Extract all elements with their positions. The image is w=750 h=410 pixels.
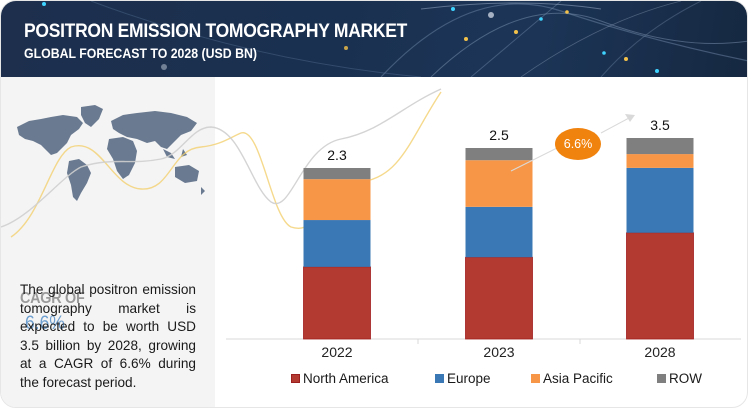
bar-segment-north-america-2022 xyxy=(303,266,371,340)
legend-label: Asia Pacific xyxy=(543,371,613,386)
cagr-arrow-tail xyxy=(510,147,558,172)
legend-swatch-row xyxy=(657,374,666,383)
bar-segment-asia-pacific-2023 xyxy=(465,160,533,207)
legend-label: Europe xyxy=(447,371,491,386)
market-description: The global positron emission tomography … xyxy=(20,282,196,390)
cagr-arrow-head xyxy=(625,114,635,122)
cagr-value: 6.6% xyxy=(25,313,65,334)
bar-segment-row-2023 xyxy=(465,148,533,161)
page-subtitle: GLOBAL FORECAST TO 2028 (USD BN) xyxy=(24,45,257,61)
decorative-light-trails xyxy=(42,1,747,77)
cagr-arrow-line xyxy=(600,117,630,134)
bar-segment-asia-pacific-2022 xyxy=(303,179,371,221)
chart-legend: North America Europe Asia Pacific ROW xyxy=(291,371,731,389)
cagr-badge-text: 6.6% xyxy=(563,137,593,151)
bar-total-label: 3.5 xyxy=(650,117,670,133)
bar-segment-row-2028 xyxy=(626,138,694,155)
bar-segment-row-2022 xyxy=(303,168,371,180)
legend-item-asia-pacific: Asia Pacific xyxy=(531,371,613,386)
legend-label: North America xyxy=(303,371,389,386)
bar-segment-north-america-2028 xyxy=(626,232,694,340)
bar-segment-asia-pacific-2028 xyxy=(626,154,694,168)
header-banner: POSITRON EMISSION TOMOGRAPHY MARKET GLOB… xyxy=(1,1,747,77)
x-tick-label: 2028 xyxy=(644,344,675,360)
x-tick-label: 2023 xyxy=(483,344,514,360)
legend-item-row: ROW xyxy=(657,371,702,386)
bar-segment-europe-2028 xyxy=(626,167,694,233)
bar-total-label: 2.5 xyxy=(489,127,509,143)
cagr-growth-badge: 6.6% xyxy=(555,128,601,160)
legend-swatch-north-america xyxy=(291,374,300,383)
x-tick-label: 2022 xyxy=(321,344,352,360)
bar-total-label: 2.3 xyxy=(327,147,347,163)
legend-item-north-america: North America xyxy=(291,371,389,386)
bar-segment-europe-2022 xyxy=(303,220,371,267)
page-title: POSITRON EMISSION TOMOGRAPHY MARKET xyxy=(24,21,408,42)
legend-swatch-asia-pacific xyxy=(531,374,540,383)
legend-swatch-europe xyxy=(435,374,444,383)
bar-segment-north-america-2023 xyxy=(465,256,533,340)
legend-label: ROW xyxy=(669,371,702,386)
legend-item-europe: Europe xyxy=(435,371,491,386)
bar-segment-europe-2023 xyxy=(465,206,533,258)
cagr-label: CAGR OF xyxy=(20,290,85,307)
